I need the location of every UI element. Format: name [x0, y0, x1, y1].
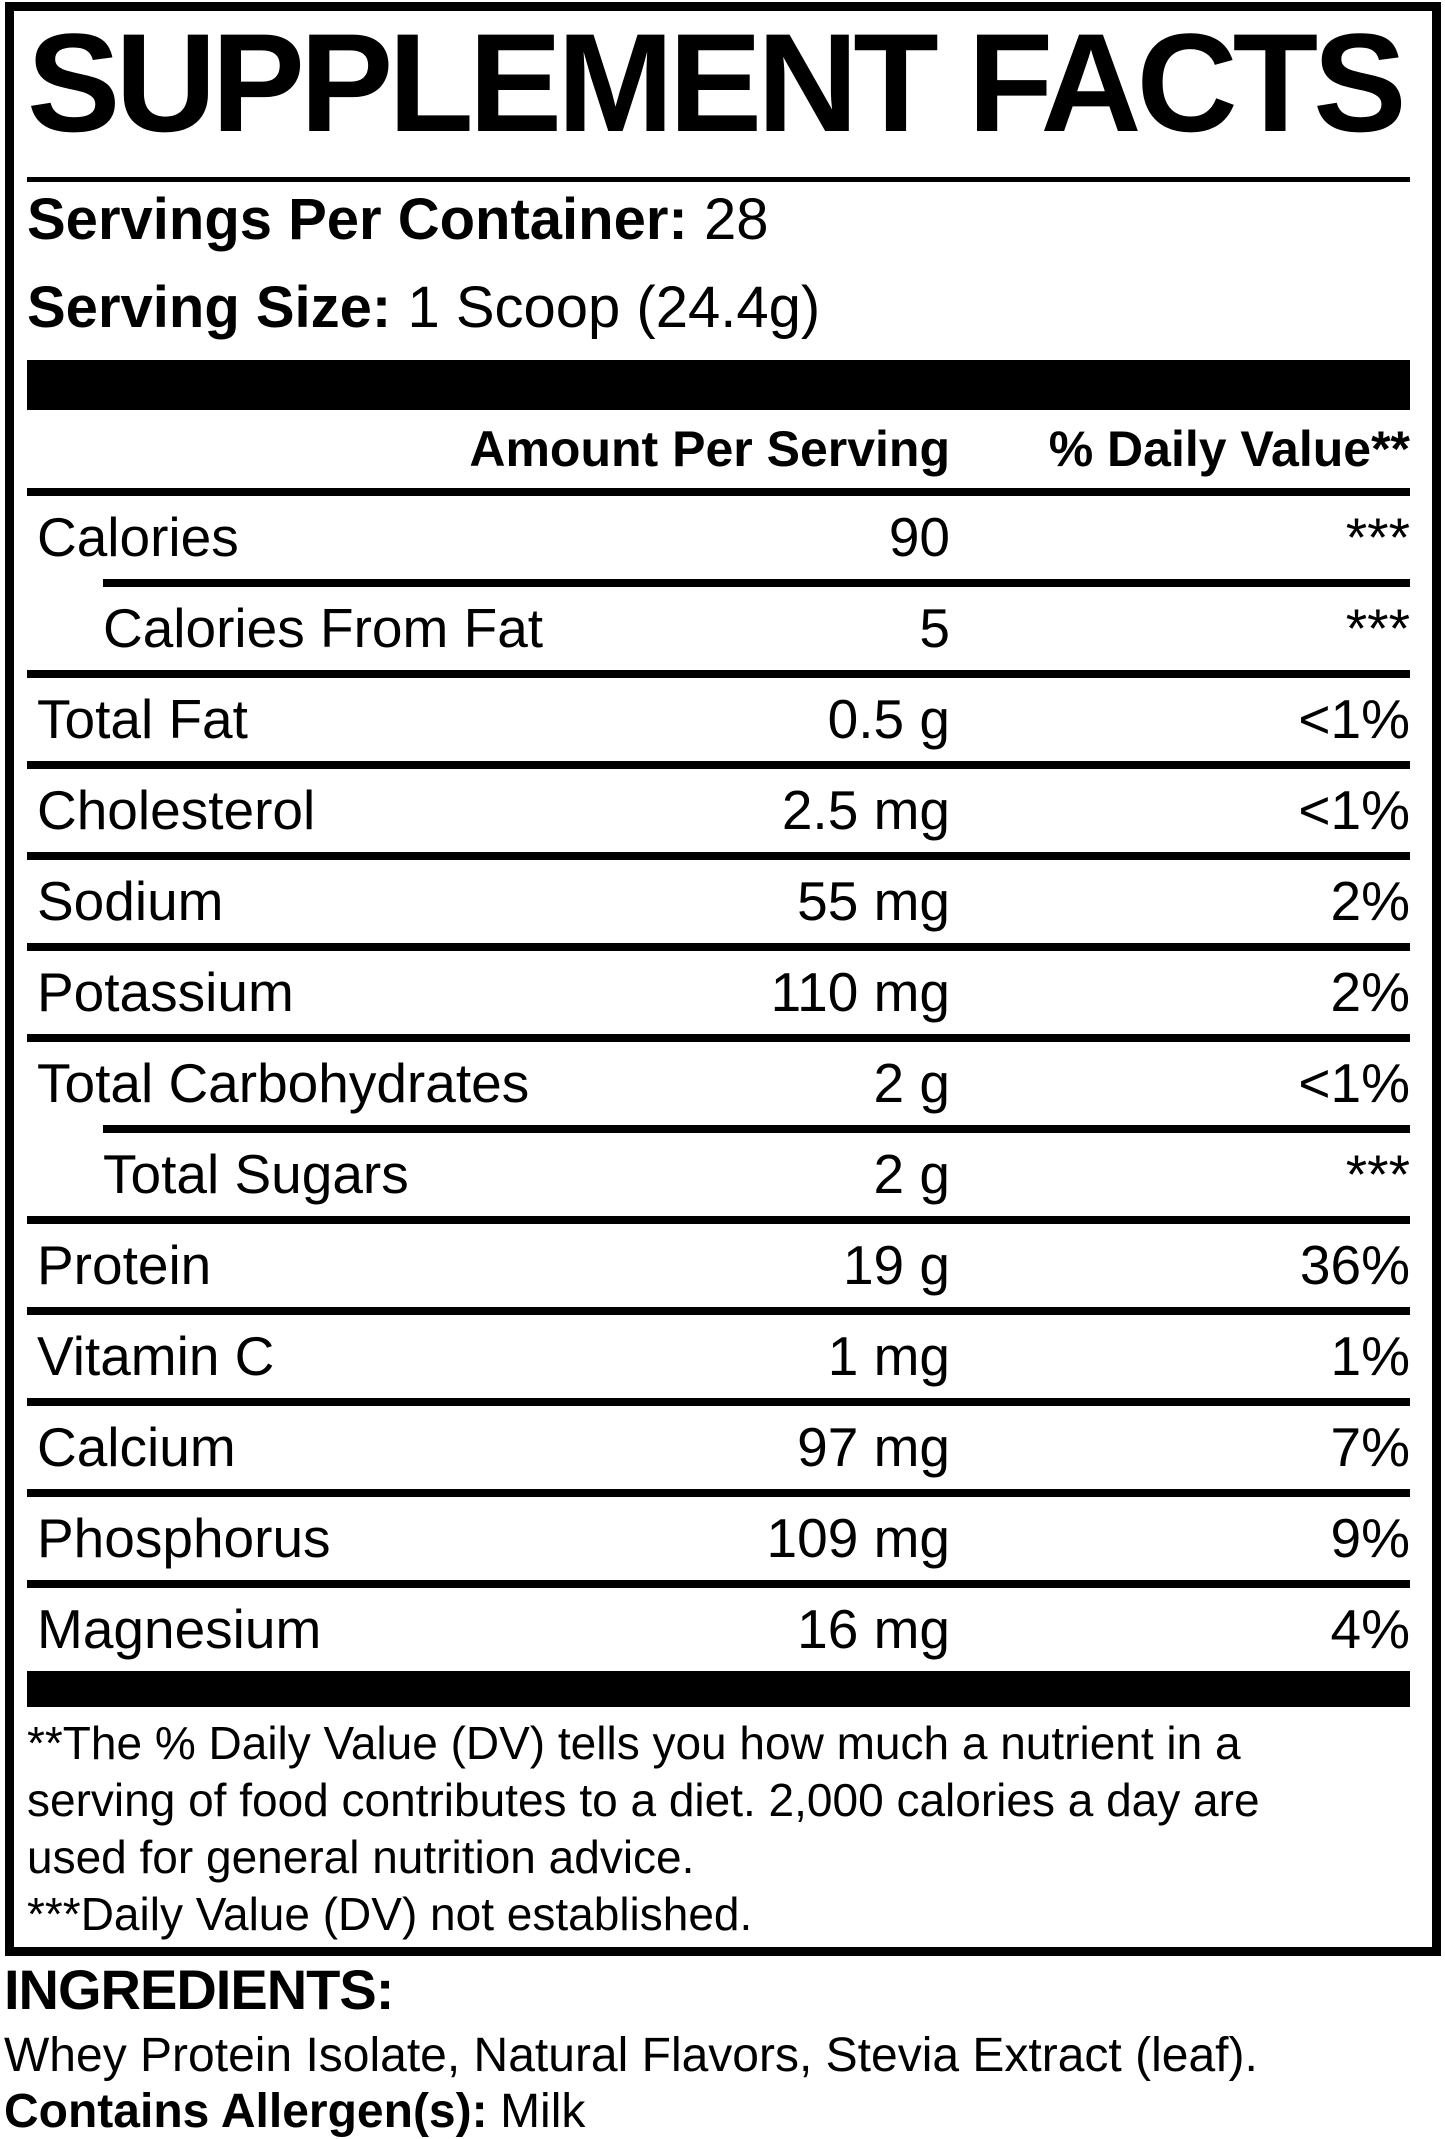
nutrient-amount: 55 mg	[797, 870, 950, 932]
nutrient-amount: 97 mg	[797, 1416, 950, 1478]
nutrient-label: Cholesterol	[37, 779, 316, 841]
section-bar-bottom	[27, 1671, 1410, 1707]
nutrient-dv: <1%	[1298, 779, 1410, 841]
nutrient-amount: 2 g	[873, 1052, 950, 1114]
nutrient-dv: 4%	[1330, 1598, 1411, 1660]
nutrient-label: Total Sugars	[103, 1143, 409, 1205]
table-row-total-carbohydrates: Total Carbohydrates 2 g <1%	[27, 1042, 1410, 1125]
nutrient-label: Calcium	[37, 1416, 236, 1478]
nutrient-dv: 1%	[1330, 1325, 1411, 1387]
footnote-line: ***Daily Value (DV) not established.	[27, 1888, 753, 1940]
nutrient-dv: <1%	[1298, 1052, 1410, 1114]
nutrient-amount: 19 g	[842, 1234, 950, 1296]
table-row-cholesterol: Cholesterol 2.5 mg <1%	[27, 769, 1410, 852]
allergen-value: Milk	[500, 2085, 586, 2138]
nutrient-label: Calories	[37, 506, 239, 568]
row-separator	[27, 943, 1410, 951]
nutrient-amount: 16 mg	[797, 1598, 950, 1660]
row-separator	[27, 1216, 1410, 1224]
row-separator	[27, 1307, 1410, 1315]
table-row-potassium: Potassium 110 mg 2%	[27, 951, 1410, 1034]
nutrient-label: Sodium	[37, 870, 224, 932]
row-separator	[27, 761, 1410, 769]
row-separator	[27, 852, 1410, 860]
table-row-sodium: Sodium 55 mg 2%	[27, 860, 1410, 943]
nutrient-label: Protein	[37, 1234, 212, 1296]
supplement-facts-panel: SUPPLEMENT FACTS Servings Per Container:…	[5, 2, 1441, 1956]
servings-per-container-line: Servings Per Container: 28	[27, 191, 1410, 249]
page-title: SUPPLEMENT FACTS	[27, 4, 1407, 161]
row-separator	[27, 1580, 1410, 1588]
nutrient-label: Total Fat	[37, 688, 248, 750]
nutrient-amount: 2 g	[873, 1143, 950, 1205]
nutrient-amount: 2.5 mg	[781, 779, 950, 841]
nutrient-dv: 7%	[1330, 1416, 1411, 1478]
nutrient-dv: <1%	[1298, 688, 1410, 750]
nutrient-label: Vitamin C	[37, 1325, 275, 1387]
allergen-label: Contains Allergen(s):	[4, 2085, 488, 2138]
row-separator	[27, 1489, 1410, 1497]
nutrient-amount: 0.5 g	[827, 688, 950, 750]
nutrient-dv: ***	[1345, 506, 1410, 568]
title-divider	[27, 177, 1410, 182]
nutrient-amount: 90	[888, 506, 950, 568]
table-row-calories: Calories 90 ***	[27, 496, 1410, 579]
table-row-total-sugars: Total Sugars 2 g ***	[27, 1133, 1410, 1216]
row-separator	[103, 1125, 1410, 1133]
ingredients-heading: INGREDIENTS:	[4, 1958, 394, 2021]
row-separator	[27, 1034, 1410, 1042]
servings-per-container-label: Servings Per Container:	[27, 187, 688, 252]
nutrient-dv: 9%	[1330, 1507, 1411, 1569]
table-row-magnesium: Magnesium 16 mg 4%	[27, 1588, 1410, 1671]
nutrient-label: Magnesium	[37, 1598, 322, 1660]
row-separator	[27, 1398, 1410, 1406]
ingredients-list: Whey Protein Isolate, Natural Flavors, S…	[4, 2029, 1258, 2082]
footnote-line: used for general nutrition advice.	[27, 1831, 695, 1883]
nutrient-label: Total Carbohydrates	[37, 1052, 530, 1114]
nutrient-dv: ***	[1345, 597, 1410, 659]
serving-size-value: 1 Scoop (24.4g)	[407, 275, 821, 340]
section-bar-top	[27, 360, 1410, 410]
nutrient-amount: 5	[919, 597, 950, 659]
table-row-total-fat: Total Fat 0.5 g <1%	[27, 678, 1410, 761]
ingredients-section: INGREDIENTS: Whey Protein Isolate, Natur…	[4, 1962, 1424, 2136]
amount-per-serving-header: Amount Per Serving	[469, 421, 950, 477]
footnote-line: serving of food contributes to a diet. 2…	[27, 1774, 1260, 1826]
column-header-row: Amount Per Serving % Daily Value**	[27, 410, 1410, 488]
nutrient-amount: 110 mg	[770, 961, 950, 1023]
daily-value-header: % Daily Value**	[1048, 421, 1410, 477]
nutrient-dv: 2%	[1330, 870, 1411, 932]
table-row-vitamin-c: Vitamin C 1 mg 1%	[27, 1315, 1410, 1398]
nutrient-dv: ***	[1345, 1143, 1410, 1205]
nutrient-label: Potassium	[37, 961, 294, 1023]
allergen-line: Contains Allergen(s): Milk	[4, 2088, 1424, 2136]
footnote-block: **The % Daily Value (DV) tells you how m…	[27, 1715, 1410, 1943]
table-row-calcium: Calcium 97 mg 7%	[27, 1406, 1410, 1489]
servings-per-container-value: 28	[703, 187, 769, 252]
table-row-phosphorus: Phosphorus 109 mg 9%	[27, 1497, 1410, 1580]
serving-size-label: Serving Size:	[27, 275, 392, 340]
row-separator	[27, 670, 1410, 678]
header-divider	[27, 488, 1410, 496]
row-separator	[103, 579, 1410, 587]
serving-size-line: Serving Size: 1 Scoop (24.4g)	[27, 279, 1410, 337]
nutrient-amount: 109 mg	[766, 1507, 950, 1569]
footnote-line: **The % Daily Value (DV) tells you how m…	[27, 1717, 1241, 1769]
nutrient-dv: 36%	[1299, 1234, 1410, 1296]
nutrient-dv: 2%	[1330, 961, 1411, 1023]
table-row-calories-from-fat: Calories From Fat 5 ***	[27, 587, 1410, 670]
nutrient-label: Calories From Fat	[103, 597, 544, 659]
nutrient-label: Phosphorus	[37, 1507, 331, 1569]
nutrient-amount: 1 mg	[827, 1325, 950, 1387]
table-row-protein: Protein 19 g 36%	[27, 1224, 1410, 1307]
